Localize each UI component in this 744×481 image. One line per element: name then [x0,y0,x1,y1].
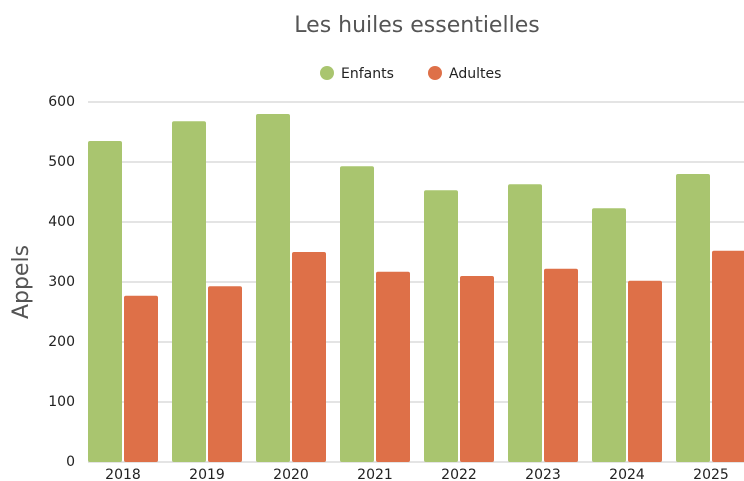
x-tick-label: 2020 [273,467,309,481]
legend-label: Enfants [341,66,394,82]
y-tick-label: 0 [66,454,75,470]
bar [124,295,158,462]
bar [460,276,494,462]
x-tick-label: 2021 [357,467,393,481]
bar [172,121,206,462]
bar [376,271,410,462]
bar [208,286,242,462]
y-tick-label: 300 [48,274,75,290]
legend-swatch [428,66,442,80]
x-tick-label: 2019 [189,467,225,481]
bar [544,268,578,462]
x-tick-label: 2022 [441,467,477,481]
bar [424,190,458,462]
x-tick-label: 2025 [693,467,729,481]
y-tick-label: 400 [48,214,75,230]
chart-title: Les huiles essentielles [294,13,539,38]
bar [88,141,122,462]
y-tick-label: 500 [48,154,75,170]
bar [256,114,290,462]
x-tick-label: 2018 [105,467,141,481]
x-tick-label: 2024 [609,467,645,481]
x-tick-label: 2023 [525,467,561,481]
legend-swatch [320,66,334,80]
bar [712,250,744,462]
y-tick-label: 100 [48,394,75,410]
legend-label: Adultes [449,66,501,82]
bar [292,252,326,462]
bar [340,166,374,462]
y-axis-title: Appels [9,245,34,319]
y-tick-label: 600 [48,94,75,110]
bar [676,174,710,462]
bar [628,280,662,462]
y-tick-label: 200 [48,334,75,350]
bar [592,208,626,462]
bar [508,184,542,462]
